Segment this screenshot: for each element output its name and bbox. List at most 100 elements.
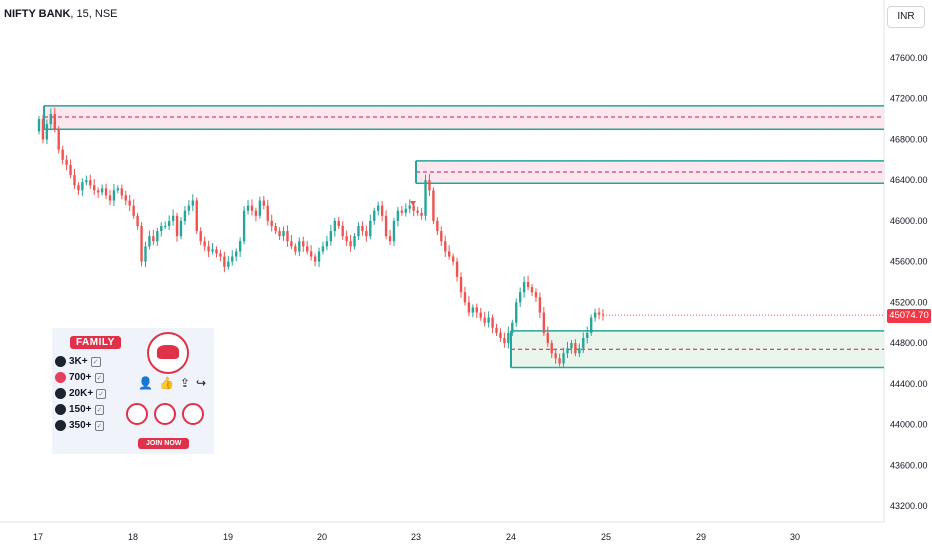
candle-down (120, 188, 124, 196)
candle-down (479, 312, 482, 318)
candle-down (444, 241, 447, 252)
candle-down (128, 200, 131, 206)
candle-up (424, 180, 427, 216)
candle-down (108, 195, 112, 201)
candle-up (179, 220, 183, 237)
y-tick-label: 45200.00 (890, 297, 928, 307)
x-tick-label: 18 (128, 532, 138, 542)
candle-down (254, 210, 258, 216)
candle-down (349, 241, 352, 247)
candle-up (317, 251, 321, 262)
candle-down (416, 210, 419, 213)
candle-up (148, 236, 151, 247)
candle-up (329, 231, 333, 242)
candle-up (570, 343, 573, 349)
candle-down (203, 241, 206, 247)
candle-up (160, 226, 163, 232)
candle-up (81, 182, 84, 191)
stat-facebook: 3K+ ✓ (55, 356, 101, 367)
candle-down (250, 205, 254, 211)
stat-instagram: 700+ ✓ (55, 372, 105, 383)
up-down-badge-icon (182, 403, 204, 425)
candle-down (309, 251, 313, 257)
currency-button[interactable]: INR (887, 6, 925, 28)
candle-down (219, 253, 222, 257)
candle-down (57, 129, 60, 150)
candle-down (530, 287, 534, 293)
candle-up (144, 246, 147, 262)
candle-up (116, 188, 120, 191)
candle-down (365, 231, 368, 237)
candle-down (550, 343, 553, 354)
y-tick-label: 46000.00 (890, 216, 928, 226)
tradingview-icon (55, 420, 66, 431)
candle-up (408, 205, 411, 209)
candle-up (589, 317, 593, 333)
candle-up (37, 119, 41, 132)
candle-up (112, 190, 116, 201)
candle-up (238, 241, 242, 252)
x-tick-label: 29 (696, 532, 706, 542)
join-now-button[interactable]: JOIN NOW (138, 438, 190, 449)
candle-down (69, 164, 72, 176)
candle-down (495, 327, 498, 333)
stat-value: 20K+ (69, 388, 94, 399)
candle-up (404, 208, 407, 213)
stat-telegram: 20K+ ✓ (55, 388, 107, 399)
candle-down (294, 246, 297, 252)
social-actions: 👤 👍 ⇪ ↪ (138, 376, 206, 390)
y-tick-label: 46400.00 (890, 175, 928, 185)
candle-up (396, 210, 400, 221)
candle-up (593, 312, 597, 318)
candle-up (167, 220, 171, 226)
candle-up (321, 246, 325, 252)
candle-down (503, 338, 506, 344)
candle-up (357, 226, 360, 237)
y-tick-label: 44400.00 (890, 379, 928, 389)
zone-supply (44, 105, 884, 130)
candle-down (361, 226, 364, 232)
promo-panel: FAMILY 3K+ ✓ 700+ ✓ 20K+ ✓ 150+ ✓ 350+ ✓ 👤 👍 … (52, 328, 214, 454)
candle-down (61, 149, 64, 160)
candle-up (45, 124, 49, 140)
candle-up (242, 210, 246, 242)
candle-up (511, 322, 514, 333)
candle-up (566, 348, 569, 354)
candle-up (235, 251, 238, 257)
candle-up (211, 249, 214, 252)
badge-row (126, 403, 204, 425)
y-tick-label: 43200.00 (890, 501, 928, 511)
candle-up (171, 215, 175, 221)
share-icon: ⇪ (179, 376, 190, 390)
candle-up (100, 188, 104, 193)
candle-up (85, 180, 88, 183)
add-user-icon: 👤 (138, 376, 153, 390)
x-tick-label: 19 (223, 532, 233, 542)
candle-down (546, 332, 549, 344)
candle-up (353, 236, 356, 247)
candle-down (597, 312, 601, 315)
candle-down (305, 246, 309, 252)
candle-down (290, 241, 293, 247)
candle-down (388, 236, 392, 242)
telegram-icon (55, 388, 66, 399)
candle-down (270, 220, 273, 226)
candle-up (369, 220, 372, 237)
candle-down (534, 292, 538, 298)
symbol-details: , 15, NSE (70, 8, 118, 20)
candle-up (187, 205, 191, 211)
candle-down (463, 292, 467, 303)
candle-down (41, 119, 45, 140)
y-tick-label: 47200.00 (890, 94, 928, 104)
candle-down (207, 246, 210, 252)
coins-badge-icon (154, 403, 176, 425)
y-tick-label: 47600.00 (890, 53, 928, 63)
candle-up (333, 220, 337, 232)
y-tick-label: 46800.00 (890, 134, 928, 144)
stat-twitter: 150+ ✓ (55, 404, 105, 415)
candle-down (475, 307, 478, 313)
candle-down (451, 256, 455, 262)
stat-value: 700+ (69, 372, 92, 383)
candle-down (428, 180, 431, 191)
